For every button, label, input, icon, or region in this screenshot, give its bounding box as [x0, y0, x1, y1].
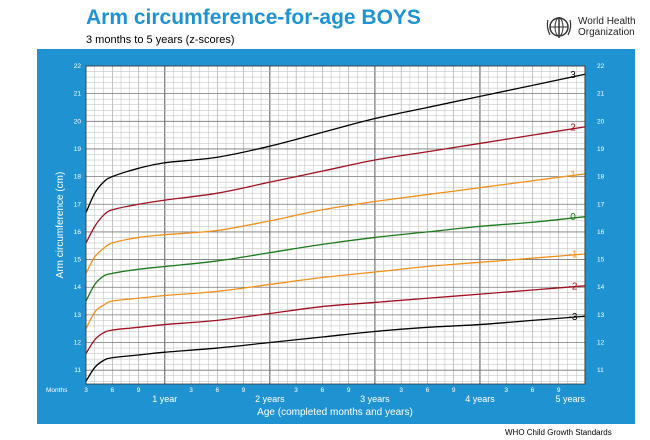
who-logo: World Health Organization: [545, 14, 637, 40]
z-label--3: -3: [569, 312, 578, 323]
x-month-tick-label: 6: [110, 387, 114, 394]
x-month-tick-label: 9: [557, 387, 561, 394]
plot-area: [86, 66, 585, 384]
y-tick-label-left: 15: [74, 257, 82, 264]
y-tick-label-left: 11: [74, 367, 81, 374]
plot-border: [85, 65, 586, 385]
x-month-tick-label: 6: [426, 387, 430, 394]
page-title: Arm circumference-for-age BOYS: [86, 6, 421, 30]
y-tick-label-left: 14: [74, 284, 82, 291]
title-main: Arm circumference-for-age BOYS: [86, 6, 421, 29]
x-month-tick-label: 9: [347, 387, 351, 394]
x-month-tick-label: 3: [294, 387, 298, 394]
y-tick-label-left: 19: [74, 146, 82, 153]
page-subtitle: 3 months to 5 years (z-scores): [86, 34, 235, 46]
y-tick-label-right: 15: [597, 257, 605, 264]
y-tick-label-right: 11: [597, 367, 604, 374]
x-axis-title: Age (completed months and years): [257, 407, 413, 418]
x-month-tick-label: 3: [399, 387, 403, 394]
y-tick-label-right: 21: [597, 91, 605, 98]
y-tick-label-right: 19: [597, 146, 605, 153]
y-tick-label-left: 21: [74, 91, 82, 98]
who-name: World Health Organization: [578, 16, 636, 38]
y-tick-label-left: 22: [74, 63, 82, 70]
z-label--1: -1: [569, 250, 578, 261]
z-label--2: -2: [569, 281, 578, 292]
x-month-tick-label: 6: [321, 387, 325, 394]
x-month-tick-label: 6: [531, 387, 535, 394]
y-tick-label-right: 22: [597, 63, 605, 70]
y-tick-label-left: 18: [74, 174, 82, 181]
z-curve--2: [85, 285, 586, 354]
chart-curves: [85, 73, 586, 382]
chart-panel: 11 11 12 12 13 13 14 14 15 15 16 16 17 17 18 18 19 19 20 20…: [37, 49, 635, 424]
x-month-tick-label: 9: [242, 387, 246, 394]
x-year-tick-label: 5 years: [555, 394, 585, 404]
x-month-tick-label: 3: [84, 387, 88, 394]
y-axis-title: Arm circumference (cm): [55, 172, 66, 279]
y-tick-label-right: 18: [597, 174, 605, 181]
x-year-tick-label: 4 years: [465, 394, 495, 404]
y-tick-label-left: 12: [74, 340, 82, 347]
z-label-3: 3: [570, 70, 576, 81]
x-year-tick-label: 1 year: [152, 394, 177, 404]
footer-text: WHO Child Growth Standards: [505, 428, 612, 437]
x-month-tick-label: 9: [137, 387, 141, 394]
y-tick-label-left: 20: [74, 118, 82, 125]
x-tick-labels: 3 6 9 3 6 9 3 6 9 3 6 9 3 6 9 1 year 2 years 3 years 4 yea…: [84, 387, 585, 404]
y-tick-label-right: 13: [597, 312, 605, 319]
z-curve-0: [85, 216, 586, 302]
z-label-0: 0: [570, 212, 576, 223]
x-month-tick-label: 9: [452, 387, 456, 394]
z-label-1: 1: [570, 169, 576, 180]
y-tick-label-right: 14: [597, 284, 605, 291]
y-tick-label-right: 12: [597, 340, 605, 347]
z-curve-1: [85, 173, 586, 274]
z-score-labels: 3 2 1 0 -1 -2 -3: [569, 70, 578, 323]
y-tick-label-right: 20: [597, 118, 605, 125]
z-curve--1: [85, 253, 586, 330]
z-curve-2: [85, 126, 586, 244]
who-emblem-icon: [546, 17, 572, 38]
y-tick-label-right: 17: [597, 201, 605, 208]
z-curve--3: [85, 315, 586, 382]
x-prefix-label: Months: [46, 387, 68, 394]
x-month-tick-label: 3: [504, 387, 508, 394]
y-tick-label-left: 13: [74, 312, 82, 319]
y-tick-label-left: 16: [74, 229, 82, 236]
y-tick-label-left: 17: [74, 201, 82, 208]
x-year-tick-label: 3 years: [360, 394, 390, 404]
x-month-tick-label: 3: [189, 387, 193, 394]
x-year-tick-label: 2 years: [255, 394, 285, 404]
z-label-2: 2: [570, 122, 576, 133]
y-tick-label-right: 16: [597, 229, 605, 236]
z-curve-3: [85, 73, 586, 213]
x-month-tick-label: 6: [216, 387, 220, 394]
